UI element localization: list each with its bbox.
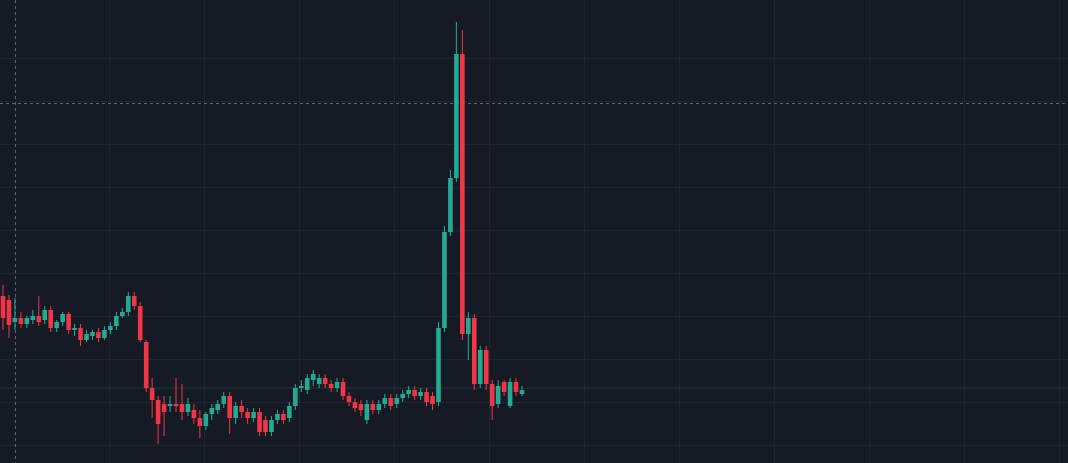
candle-body — [78, 328, 83, 340]
candle-body — [173, 404, 179, 406]
candle-body — [293, 388, 298, 406]
candle-body — [460, 54, 465, 334]
candle-body — [84, 334, 89, 340]
candle-body — [197, 418, 203, 426]
candle-body — [90, 332, 95, 336]
candle-body — [251, 412, 256, 418]
candle-body — [221, 396, 227, 404]
candle-body — [388, 398, 394, 406]
candle-body — [334, 382, 340, 388]
candle-body — [495, 386, 501, 404]
candle-body — [376, 404, 382, 410]
candle-body — [36, 316, 42, 322]
candle-body — [215, 404, 221, 410]
candle-body — [233, 406, 238, 418]
candle-body — [239, 406, 244, 412]
candle-body — [436, 328, 441, 402]
candle-body — [0, 296, 6, 318]
candle-body — [155, 400, 161, 424]
candle-body — [72, 328, 77, 330]
candle-body — [400, 394, 405, 398]
candle-body — [48, 310, 54, 328]
candle-body — [185, 404, 191, 412]
candle-body — [489, 384, 495, 406]
candle-body — [364, 404, 370, 420]
candle-body — [448, 178, 453, 232]
candle-body — [12, 318, 18, 322]
candle-body — [102, 330, 107, 338]
candle-body — [179, 404, 185, 412]
candle-body — [227, 396, 232, 418]
candle-body — [328, 384, 334, 388]
candle-body — [358, 404, 364, 410]
candle-body — [108, 326, 113, 330]
candle-body — [370, 404, 376, 410]
candle-body — [406, 390, 411, 394]
candle-body — [466, 318, 471, 334]
candle-body — [352, 402, 358, 408]
candle-body — [114, 316, 119, 326]
candle-body — [18, 318, 24, 324]
candle-body — [412, 390, 417, 396]
candle-body — [310, 374, 316, 380]
candle-body — [298, 386, 304, 388]
candle-body — [245, 412, 250, 418]
candle-body — [6, 300, 12, 325]
candle-body — [143, 342, 149, 388]
candle-body — [30, 316, 36, 320]
candle-body — [149, 388, 155, 400]
candle-body — [394, 398, 400, 404]
candle-body — [275, 414, 280, 420]
candle-body — [96, 332, 101, 338]
candle-body — [125, 296, 131, 312]
candle-body — [287, 406, 292, 418]
candle-body — [66, 314, 71, 330]
candle-body — [346, 396, 352, 402]
candle-body — [430, 396, 435, 404]
candle-body — [442, 232, 447, 328]
candle-body — [507, 382, 513, 406]
candle-body — [203, 414, 209, 426]
candle-body — [269, 420, 274, 432]
candle-body — [519, 390, 525, 394]
candle-body — [24, 318, 30, 324]
candle-body — [340, 382, 346, 396]
candle-body — [501, 382, 507, 392]
candle-body — [209, 408, 215, 414]
candle-body — [304, 378, 310, 390]
candle-body — [263, 420, 268, 432]
candle-body — [42, 310, 48, 320]
candle-body — [418, 392, 423, 396]
candle-body — [257, 412, 262, 432]
candle-body — [54, 322, 59, 328]
candle-body — [382, 398, 388, 404]
candle-body — [424, 392, 429, 402]
candle-body — [161, 404, 167, 412]
candle-body — [120, 312, 125, 316]
candle-body — [60, 314, 65, 322]
candle-body — [454, 54, 459, 178]
candle-body — [167, 404, 173, 406]
candle-body — [477, 350, 483, 384]
candle-body — [137, 306, 143, 340]
candle-body — [191, 410, 197, 418]
candle-body — [471, 318, 477, 384]
candle-body — [316, 378, 322, 384]
candle-body — [131, 296, 137, 306]
candle-body — [513, 382, 519, 392]
candle-body — [483, 350, 489, 384]
candle-body — [322, 378, 328, 384]
candle-body — [281, 414, 286, 420]
